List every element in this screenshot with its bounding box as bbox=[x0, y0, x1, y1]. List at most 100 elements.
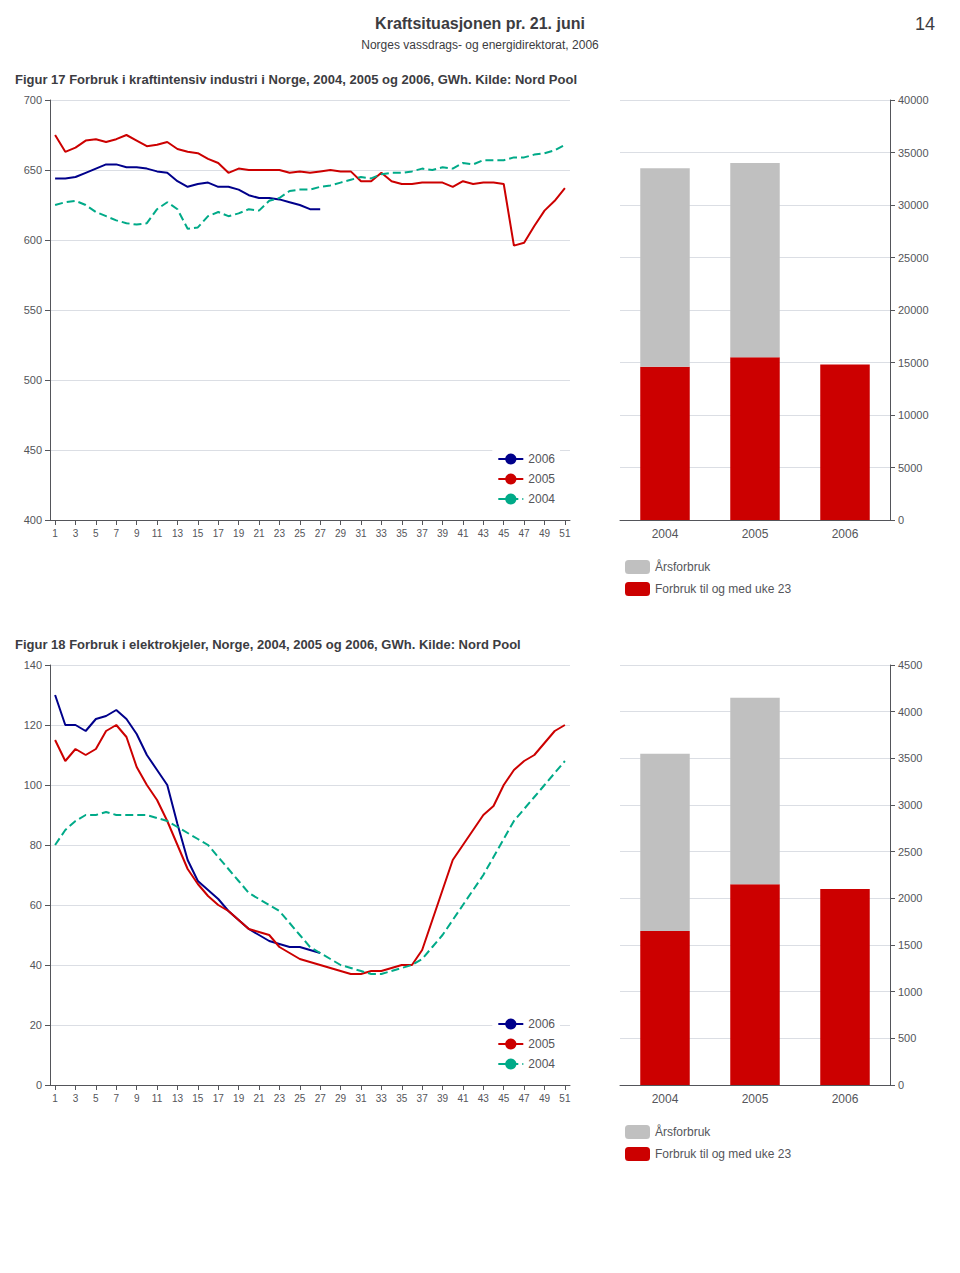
svg-text:9: 9 bbox=[134, 1093, 140, 1104]
svg-text:33: 33 bbox=[376, 528, 388, 539]
svg-text:2004: 2004 bbox=[652, 1092, 679, 1106]
svg-text:30000: 30000 bbox=[898, 199, 929, 211]
svg-text:1500: 1500 bbox=[898, 939, 922, 951]
svg-text:550: 550 bbox=[24, 304, 42, 316]
svg-text:51: 51 bbox=[559, 528, 571, 539]
svg-text:500: 500 bbox=[898, 1032, 916, 1044]
svg-text:2006: 2006 bbox=[528, 452, 555, 466]
svg-text:650: 650 bbox=[24, 164, 42, 176]
svg-text:19: 19 bbox=[233, 528, 245, 539]
svg-text:3: 3 bbox=[73, 1093, 79, 1104]
svg-text:2006: 2006 bbox=[528, 1017, 555, 1031]
svg-text:11: 11 bbox=[152, 1093, 163, 1104]
svg-text:25000: 25000 bbox=[898, 252, 929, 264]
svg-text:2004: 2004 bbox=[528, 1057, 555, 1071]
svg-text:15000: 15000 bbox=[898, 357, 929, 369]
svg-text:3500: 3500 bbox=[898, 752, 922, 764]
svg-text:5: 5 bbox=[93, 1093, 99, 1104]
svg-text:45: 45 bbox=[498, 1093, 510, 1104]
svg-text:2004: 2004 bbox=[652, 527, 679, 541]
svg-text:35000: 35000 bbox=[898, 147, 929, 159]
svg-text:41: 41 bbox=[457, 528, 469, 539]
svg-text:Figur 17 Forbruk i kraftintens: Figur 17 Forbruk i kraftintensiv industr… bbox=[15, 72, 577, 87]
svg-text:20: 20 bbox=[30, 1019, 42, 1031]
svg-text:2500: 2500 bbox=[898, 846, 922, 858]
svg-text:43: 43 bbox=[478, 528, 490, 539]
svg-text:21: 21 bbox=[253, 528, 265, 539]
svg-text:47: 47 bbox=[519, 1093, 531, 1104]
svg-text:37: 37 bbox=[417, 1093, 429, 1104]
svg-text:49: 49 bbox=[539, 1093, 551, 1104]
svg-text:4000: 4000 bbox=[898, 706, 922, 718]
svg-text:25: 25 bbox=[294, 528, 306, 539]
svg-text:40: 40 bbox=[30, 959, 42, 971]
svg-text:9: 9 bbox=[134, 528, 140, 539]
svg-text:2005: 2005 bbox=[742, 527, 769, 541]
svg-text:80: 80 bbox=[30, 839, 42, 851]
svg-text:2004: 2004 bbox=[528, 492, 555, 506]
svg-text:5: 5 bbox=[93, 528, 99, 539]
svg-text:400: 400 bbox=[24, 514, 42, 526]
svg-text:39: 39 bbox=[437, 528, 449, 539]
svg-text:0: 0 bbox=[898, 1079, 904, 1091]
svg-text:37: 37 bbox=[417, 528, 429, 539]
svg-text:15: 15 bbox=[192, 528, 204, 539]
svg-text:31: 31 bbox=[355, 1093, 367, 1104]
svg-text:Årsforbruk: Årsforbruk bbox=[655, 1124, 711, 1139]
svg-text:3000: 3000 bbox=[898, 799, 922, 811]
svg-text:19: 19 bbox=[233, 1093, 245, 1104]
svg-text:27: 27 bbox=[315, 1093, 327, 1104]
svg-text:27: 27 bbox=[315, 528, 327, 539]
svg-text:7: 7 bbox=[113, 528, 119, 539]
svg-text:Norges vassdrags- og energidir: Norges vassdrags- og energidirektorat, 2… bbox=[361, 38, 599, 52]
svg-text:23: 23 bbox=[274, 528, 286, 539]
svg-text:11: 11 bbox=[152, 528, 163, 539]
svg-text:2005: 2005 bbox=[528, 1037, 555, 1051]
svg-text:2006: 2006 bbox=[832, 1092, 859, 1106]
svg-text:140: 140 bbox=[24, 659, 42, 671]
svg-text:100: 100 bbox=[24, 779, 42, 791]
svg-text:41: 41 bbox=[457, 1093, 469, 1104]
svg-text:49: 49 bbox=[539, 528, 551, 539]
svg-text:13: 13 bbox=[172, 528, 184, 539]
svg-text:45: 45 bbox=[498, 528, 510, 539]
svg-text:7: 7 bbox=[113, 1093, 119, 1104]
svg-text:450: 450 bbox=[24, 444, 42, 456]
svg-text:39: 39 bbox=[437, 1093, 449, 1104]
svg-text:15: 15 bbox=[192, 1093, 204, 1104]
svg-text:43: 43 bbox=[478, 1093, 490, 1104]
svg-text:600: 600 bbox=[24, 234, 42, 246]
svg-text:500: 500 bbox=[24, 374, 42, 386]
svg-text:Figur 18 Forbruk i elektrokjel: Figur 18 Forbruk i elektrokjeler, Norge,… bbox=[15, 637, 521, 652]
svg-text:21: 21 bbox=[253, 1093, 265, 1104]
svg-text:47: 47 bbox=[519, 528, 531, 539]
svg-text:35: 35 bbox=[396, 1093, 408, 1104]
svg-text:60: 60 bbox=[30, 899, 42, 911]
svg-text:33: 33 bbox=[376, 1093, 388, 1104]
svg-text:Forbruk til og med uke 23: Forbruk til og med uke 23 bbox=[655, 1147, 791, 1161]
svg-text:Forbruk til og med uke 23: Forbruk til og med uke 23 bbox=[655, 582, 791, 596]
svg-text:Årsforbruk: Årsforbruk bbox=[655, 559, 711, 574]
svg-text:5000: 5000 bbox=[898, 462, 922, 474]
svg-text:20000: 20000 bbox=[898, 304, 929, 316]
svg-text:2000: 2000 bbox=[898, 892, 922, 904]
svg-text:29: 29 bbox=[335, 528, 347, 539]
svg-text:35: 35 bbox=[396, 528, 408, 539]
svg-text:0: 0 bbox=[36, 1079, 42, 1091]
svg-text:25: 25 bbox=[294, 1093, 306, 1104]
svg-text:17: 17 bbox=[213, 528, 225, 539]
svg-text:40000: 40000 bbox=[898, 94, 929, 106]
svg-text:3: 3 bbox=[73, 528, 79, 539]
svg-text:51: 51 bbox=[559, 1093, 571, 1104]
svg-text:23: 23 bbox=[274, 1093, 286, 1104]
svg-text:14: 14 bbox=[915, 14, 935, 34]
svg-text:17: 17 bbox=[213, 1093, 225, 1104]
svg-text:1000: 1000 bbox=[898, 986, 922, 998]
svg-text:0: 0 bbox=[898, 514, 904, 526]
svg-text:31: 31 bbox=[355, 528, 367, 539]
svg-text:1: 1 bbox=[52, 1093, 58, 1104]
svg-text:4500: 4500 bbox=[898, 659, 922, 671]
svg-text:Kraftsituasjonen pr. 21. juni: Kraftsituasjonen pr. 21. juni bbox=[375, 15, 585, 32]
svg-text:13: 13 bbox=[172, 1093, 184, 1104]
svg-text:2006: 2006 bbox=[832, 527, 859, 541]
